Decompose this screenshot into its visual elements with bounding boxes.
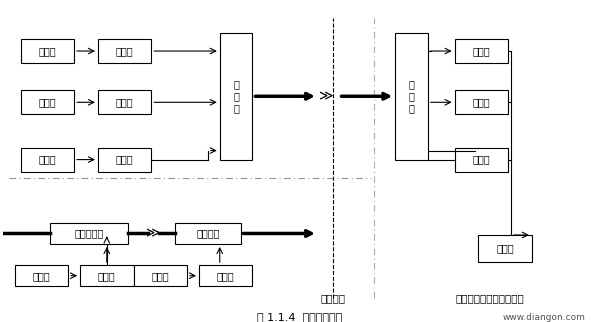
Text: 定向耦合: 定向耦合	[196, 229, 220, 239]
FancyBboxPatch shape	[14, 265, 68, 286]
FancyBboxPatch shape	[220, 33, 253, 160]
Text: 定向耦合器: 定向耦合器	[74, 229, 104, 239]
Text: 摄像机: 摄像机	[151, 271, 169, 281]
FancyBboxPatch shape	[80, 265, 134, 286]
Text: 解调器: 解调器	[472, 46, 490, 56]
Text: ≫: ≫	[146, 226, 160, 241]
FancyBboxPatch shape	[455, 147, 508, 172]
Text: 调制器: 调制器	[98, 271, 116, 281]
Text: www.diangon.com: www.diangon.com	[502, 313, 586, 322]
FancyBboxPatch shape	[20, 90, 74, 114]
Text: 调制器: 调制器	[116, 155, 133, 165]
Text: 单线传输: 单线传输	[320, 293, 345, 303]
FancyBboxPatch shape	[98, 90, 151, 114]
Text: 摄像机: 摄像机	[38, 46, 56, 56]
FancyBboxPatch shape	[20, 147, 74, 172]
FancyBboxPatch shape	[20, 39, 74, 63]
Text: 摄像机: 摄像机	[32, 271, 50, 281]
Text: 控制台: 控制台	[496, 243, 514, 253]
Text: 摄像机: 摄像机	[38, 155, 56, 165]
Text: 视频信号分波解调为多路: 视频信号分波解调为多路	[456, 293, 524, 303]
Text: 混
合
器: 混 合 器	[233, 80, 239, 113]
FancyBboxPatch shape	[175, 223, 241, 244]
Text: 调制器: 调制器	[116, 97, 133, 107]
FancyBboxPatch shape	[134, 265, 187, 286]
FancyBboxPatch shape	[478, 235, 532, 262]
Text: 摄像机: 摄像机	[38, 97, 56, 107]
FancyBboxPatch shape	[455, 90, 508, 114]
FancyBboxPatch shape	[455, 39, 508, 63]
FancyBboxPatch shape	[199, 265, 253, 286]
Text: 解调器: 解调器	[472, 155, 490, 165]
Text: 分
波
器: 分 波 器	[409, 80, 415, 113]
Text: 解调器: 解调器	[472, 97, 490, 107]
Text: 调制器: 调制器	[116, 46, 133, 56]
Text: 调制器: 调制器	[217, 271, 235, 281]
Text: ≫: ≫	[319, 89, 334, 103]
FancyBboxPatch shape	[395, 33, 428, 160]
FancyBboxPatch shape	[98, 147, 151, 172]
Text: 图 1.1.4  射频传输方式: 图 1.1.4 射频传输方式	[257, 312, 343, 322]
FancyBboxPatch shape	[98, 39, 151, 63]
FancyBboxPatch shape	[50, 223, 128, 244]
